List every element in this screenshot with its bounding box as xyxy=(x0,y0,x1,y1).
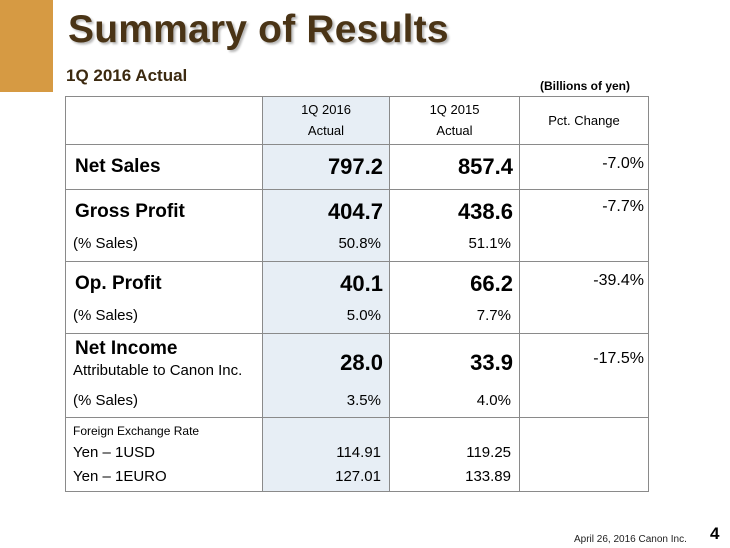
fx-usd-2016: 114.91 xyxy=(262,443,390,468)
fx-usd-label: Yen – 1USD xyxy=(65,443,263,468)
net-sales-2015: 857.4 xyxy=(389,144,520,190)
gross-profit-sales-2015: 51.1% xyxy=(389,234,520,262)
fx-title: Foreign Exchange Rate xyxy=(65,417,263,444)
page-number: 4 xyxy=(710,524,720,543)
net-income-pct: -17.5% xyxy=(519,333,649,392)
row-net-income: Net Income Attributable to Canon Inc. 28… xyxy=(65,333,649,392)
op-profit-label: Op. Profit xyxy=(65,261,263,307)
row-fx-usd: Yen – 1USD 114.91 119.25 xyxy=(65,443,649,468)
gross-profit-pct: -7.7% xyxy=(519,189,649,235)
net-sales-2016: 797.2 xyxy=(262,144,390,190)
row-op-profit-sales: (% Sales) 5.0% 7.7% xyxy=(65,306,649,334)
header-1q2015-line2: Actual xyxy=(436,123,473,138)
fx-title-2016-empty xyxy=(262,417,390,444)
accent-bar xyxy=(0,0,53,92)
net-income-sales-label: (% Sales) xyxy=(65,391,263,418)
units-note: (Billions of yen) xyxy=(540,79,630,93)
header-empty-cell xyxy=(65,96,263,145)
page-title: Summary of Results xyxy=(68,8,449,51)
net-income-label-cell: Net Income Attributable to Canon Inc. xyxy=(65,333,263,392)
header-1q2015-line1: 1Q 2015 xyxy=(429,102,480,117)
fx-euro-2015: 133.89 xyxy=(389,467,520,492)
row-net-income-sales: (% Sales) 3.5% 4.0% xyxy=(65,391,649,418)
op-profit-sales-2016: 5.0% xyxy=(262,306,390,334)
net-income-sales-empty xyxy=(519,391,649,418)
gross-profit-sales-label: (% Sales) xyxy=(65,234,263,262)
row-net-sales: Net Sales 797.2 857.4 -7.0% xyxy=(65,144,649,190)
net-income-sales-2016: 3.5% xyxy=(262,391,390,418)
footer-date: April 26, 2016 Canon Inc. xyxy=(574,534,687,545)
fx-title-2015-empty xyxy=(389,417,520,444)
net-income-2016: 28.0 xyxy=(262,333,390,392)
results-table: 1Q 2016 Actual 1Q 2015 Actual Pct. Chang… xyxy=(65,96,649,492)
gross-profit-2015: 438.6 xyxy=(389,189,520,235)
header-row: 1Q 2016 Actual 1Q 2015 Actual Pct. Chang… xyxy=(65,96,649,145)
gross-profit-sales-empty xyxy=(519,234,649,262)
row-gross-profit: Gross Profit 404.7 438.6 -7.7% xyxy=(65,189,649,235)
row-op-profit: Op. Profit 40.1 66.2 -39.4% xyxy=(65,261,649,307)
op-profit-sales-label: (% Sales) xyxy=(65,306,263,334)
op-profit-sales-2015: 7.7% xyxy=(389,306,520,334)
page-subtitle: 1Q 2016 Actual xyxy=(66,66,188,85)
net-income-sales-2015: 4.0% xyxy=(389,391,520,418)
fx-title-pct-empty xyxy=(519,417,649,444)
fx-euro-pct-empty xyxy=(519,467,649,492)
fx-euro-2016: 127.01 xyxy=(262,467,390,492)
net-sales-pct: -7.0% xyxy=(519,144,649,190)
header-1q2016: 1Q 2016 Actual xyxy=(262,96,390,145)
row-gross-profit-sales: (% Sales) 50.8% 51.1% xyxy=(65,234,649,262)
fx-usd-pct-empty xyxy=(519,443,649,468)
fx-euro-label: Yen – 1EURO xyxy=(65,467,263,492)
op-profit-pct: -39.4% xyxy=(519,261,649,307)
net-sales-label: Net Sales xyxy=(65,144,263,190)
op-profit-2016: 40.1 xyxy=(262,261,390,307)
net-income-sublabel: Attributable to Canon Inc. xyxy=(73,362,243,379)
header-1q2015: 1Q 2015 Actual xyxy=(389,96,520,145)
fx-usd-2015: 119.25 xyxy=(389,443,520,468)
row-fx-title: Foreign Exchange Rate xyxy=(65,417,649,444)
net-income-2015: 33.9 xyxy=(389,333,520,392)
header-1q2016-line2: Actual xyxy=(307,123,345,138)
header-pct-change: Pct. Change xyxy=(519,96,649,145)
op-profit-2015: 66.2 xyxy=(389,261,520,307)
row-fx-euro: Yen – 1EURO 127.01 133.89 xyxy=(65,467,649,492)
gross-profit-2016: 404.7 xyxy=(262,189,390,235)
op-profit-sales-empty xyxy=(519,306,649,334)
gross-profit-sales-2016: 50.8% xyxy=(262,234,390,262)
header-1q2016-line1: 1Q 2016 xyxy=(301,102,351,117)
net-income-label: Net Income xyxy=(75,338,178,359)
gross-profit-label: Gross Profit xyxy=(65,189,263,235)
